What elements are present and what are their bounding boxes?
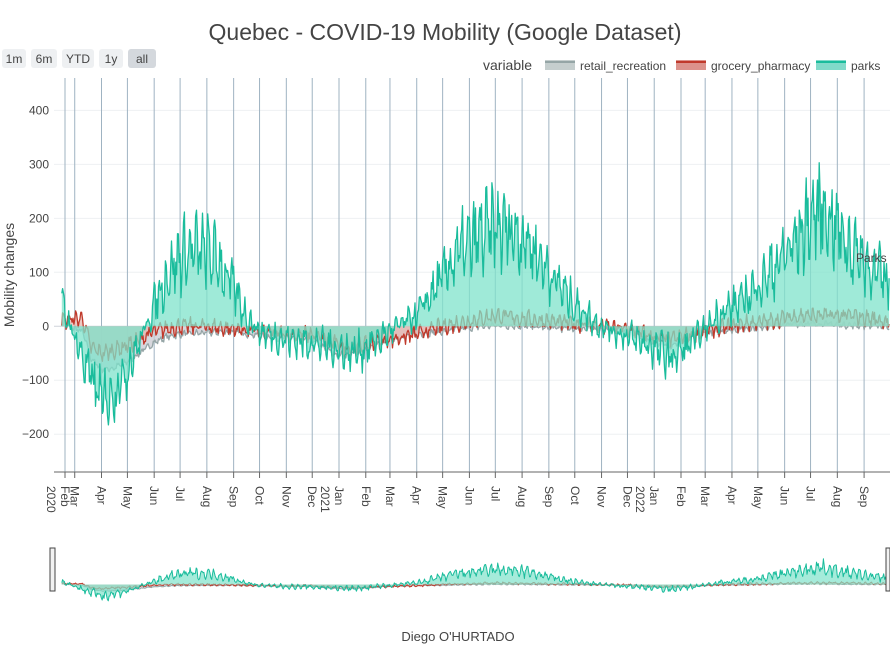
series-parks [61,558,888,602]
y-tick-label: 400 [29,103,49,117]
range-button-1y[interactable]: 1y [99,49,123,68]
x-tick-label: Feb [58,486,72,507]
y-tick-label: 200 [29,211,49,225]
series-area-parks [61,558,888,601]
range-button-label[interactable]: all [136,52,148,66]
x-tick-label: Jan [647,486,661,505]
series-line-parks [61,162,890,426]
y-tick-label: 0 [42,319,49,333]
legend-swatch[interactable] [545,60,575,70]
x-tick-label: Nov [279,486,293,507]
x-tick-year-label: 2020 [44,486,58,513]
x-tick-year-label: 2021 [318,486,332,513]
legend-item-retail_recreation[interactable]: retail_recreation [545,59,666,73]
y-tick-label: 100 [29,265,49,279]
annotation-label: Parks [856,251,887,265]
series-area-parks [61,162,890,425]
x-tick-label: May [120,486,134,509]
range-button-label[interactable]: 1m [6,52,23,66]
x-tick-label: Apr [410,486,424,505]
range-button-bg[interactable] [99,49,123,68]
x-tick-label: Oct [253,486,267,505]
range-button-all[interactable]: all [128,49,156,68]
series-area-retail_recreation [61,320,890,373]
x-tick-label: Mar [698,486,712,507]
x-tick-label: Jul [488,486,502,501]
x-tick-label: Sep [542,486,556,508]
range-button-bg[interactable] [128,49,156,68]
author-credit: Diego O'HURTADO [401,629,514,644]
range-button-6m[interactable]: 6m [31,49,57,68]
x-tick-label: Aug [830,486,844,507]
x-tick-label: May [751,486,765,509]
x-tick-label: Nov [595,486,609,507]
x-tick-label: Sep [227,486,241,508]
range-button-label[interactable]: YTD [66,52,90,66]
x-tick-label: Sep [857,486,871,508]
range-button-label[interactable]: 1y [105,52,118,66]
x-tick-label: Dec [620,486,634,507]
range-button-bg[interactable] [2,49,26,68]
legend-item-parks[interactable]: parks [816,59,880,73]
x-tick-label: Mar [68,486,82,507]
y-tick-label: 300 [29,157,49,171]
x-tick-label: Apr [725,486,739,505]
range-slider-right-handle[interactable] [885,547,890,592]
legend: variable retail_recreation grocery_pharmac… [483,57,880,73]
series-retail_recreation [61,319,890,374]
range-button-bg[interactable] [31,49,57,68]
x-tick-label: Oct [568,486,582,505]
x-tick-label: Feb [359,486,373,507]
x-tick-label: Dec [305,486,319,507]
x-tick-label: Jul [173,486,187,501]
range-selector: 1m 6m YTD 1y all [2,49,156,68]
legend-title: variable [483,57,532,73]
series-parks [61,162,890,426]
range-button-1m[interactable]: 1m [2,49,26,68]
series-line-parks [61,558,888,602]
chart-title: Quebec - COVID-19 Mobility (Google Datas… [209,19,682,45]
legend-item-grocery_pharmacy[interactable]: grocery_pharmacy [676,59,810,73]
legend-label[interactable]: grocery_pharmacy [711,59,810,73]
range-button-YTD[interactable]: YTD [62,49,94,68]
range-button-label[interactable]: 6m [36,52,53,66]
x-tick-label: Aug [200,486,214,507]
x-tick-label: Jun [462,486,476,505]
legend-swatch[interactable] [676,60,706,70]
x-tick-year-label: 2022 [633,486,647,513]
range-slider[interactable] [49,547,890,606]
range-button-bg[interactable] [62,49,94,68]
x-tick-label: Aug [515,486,529,507]
x-tick-label: Jun [778,486,792,505]
legend-swatch[interactable] [816,60,846,70]
x-tick-label: Jun [147,486,161,505]
x-tick-label: May [436,486,450,509]
legend-label[interactable]: retail_recreation [580,59,666,73]
x-tick-label: Jul [804,486,818,501]
range-slider-left-handle[interactable] [49,547,56,592]
y-axis-title: Mobility changes [1,223,17,327]
x-tick-label: Mar [383,486,397,507]
y-tick-label: −200 [22,427,49,441]
legend-label[interactable]: parks [851,59,880,73]
y-tick-label: −100 [22,373,49,387]
x-tick-label: Jan [332,486,346,505]
x-tick-label: Apr [95,486,109,505]
x-tick-label: Feb [674,486,688,507]
